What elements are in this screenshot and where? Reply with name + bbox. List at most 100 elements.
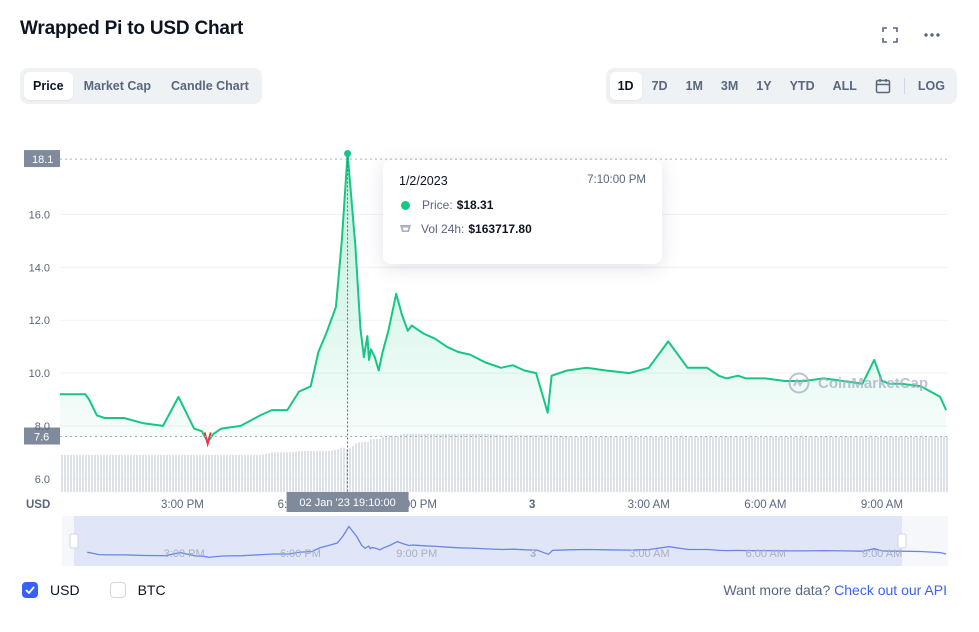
volume-bar [805, 436, 807, 492]
tooltip-vol-value: $163717.80 [468, 222, 532, 236]
volume-bar [934, 436, 936, 492]
volume-bar [544, 435, 546, 492]
volume-bar [244, 455, 246, 492]
volume-bar [340, 447, 342, 492]
volume-bar [343, 447, 345, 492]
volume-bar [895, 436, 897, 492]
volume-bar [151, 455, 153, 492]
tab-price[interactable]: Price [24, 72, 73, 100]
volume-bar [463, 433, 465, 492]
y-tick-label: 10.0 [29, 368, 50, 380]
volume-bar [757, 436, 759, 492]
page-title: Wrapped Pi to USD Chart [20, 18, 244, 39]
y-tick-label: 14.0 [29, 262, 50, 274]
more-icon[interactable] [921, 24, 943, 46]
range-divider [903, 78, 905, 94]
usd-check-box[interactable] [22, 582, 38, 598]
range-all[interactable]: ALL [832, 79, 857, 93]
log-toggle[interactable]: LOG [917, 79, 945, 93]
price-dot-icon [401, 200, 410, 210]
range-3m[interactable]: 3M [720, 79, 739, 93]
volume-bar [865, 436, 867, 492]
volume-bar [403, 433, 405, 492]
volume-bar [442, 433, 444, 492]
volume-bar [535, 435, 537, 492]
range-ytd[interactable]: YTD [789, 79, 815, 93]
bottom-bar: USD BTC Want more data? Check out our AP… [22, 578, 947, 602]
tab-market-cap[interactable]: Market Cap [83, 79, 151, 93]
volume-bar [121, 455, 123, 492]
volume-bar [412, 433, 414, 492]
volume-bar [850, 436, 852, 492]
volume-bar [76, 455, 78, 492]
btc-checkbox[interactable]: BTC [109, 582, 166, 598]
volume-bar [820, 436, 822, 492]
volume-bar [391, 435, 393, 492]
volume-bar [832, 436, 834, 492]
volume-bar [160, 455, 162, 492]
volume-bar [583, 436, 585, 492]
volume-bar [538, 435, 540, 492]
navigator-right-handle [897, 533, 907, 549]
max-price-badge [24, 150, 60, 168]
volume-bar [220, 455, 222, 492]
volume-bar [928, 436, 930, 492]
calendar-icon[interactable] [867, 72, 899, 100]
range-7d[interactable]: 7D [651, 79, 668, 93]
volume-bar [685, 436, 687, 492]
volume-bar [715, 436, 717, 492]
volume-bar [505, 435, 507, 492]
volume-bar [793, 436, 795, 492]
volume-bar [778, 436, 780, 492]
volume-bar [781, 436, 783, 492]
volume-bar [925, 436, 927, 492]
volume-bar [550, 435, 552, 492]
volume-bar [847, 436, 849, 492]
volume-bar [817, 436, 819, 492]
volume-bar [355, 443, 357, 492]
volume-bar [580, 436, 582, 492]
volume-bar [445, 433, 447, 492]
volume-bar [571, 436, 573, 492]
fullscreen-icon[interactable] [879, 24, 901, 46]
volume-bar [460, 433, 462, 492]
volume-bar [595, 436, 597, 492]
volume-bar [907, 436, 909, 492]
volume-bar [634, 436, 636, 492]
volume-bar [91, 455, 93, 492]
volume-bar [235, 455, 237, 492]
volume-bar [277, 452, 279, 492]
volume-bar [304, 451, 306, 492]
volume-bar [124, 455, 126, 492]
volume-bar [913, 436, 915, 492]
volume-bar [382, 436, 384, 492]
volume-bar [796, 436, 798, 492]
volume-bar [154, 455, 156, 492]
volume-bar [880, 436, 882, 492]
volume-bar [901, 436, 903, 492]
range-1y[interactable]: 1Y [756, 79, 772, 93]
volume-bar [193, 455, 195, 492]
range-1d[interactable]: 1D [609, 72, 642, 100]
volume-bar [625, 436, 627, 492]
volume-bar [307, 451, 309, 492]
btc-check-box[interactable] [109, 582, 126, 598]
volume-bar [469, 433, 471, 492]
volume-bar [688, 436, 690, 492]
volume-bar [637, 436, 639, 492]
watermark-text: CoinMarketCap [818, 374, 929, 392]
volume-bar [457, 433, 459, 492]
range-1m[interactable]: 1M [685, 79, 703, 93]
volume-bar [211, 455, 213, 492]
volume-bar [61, 455, 63, 492]
volume-bar [910, 436, 912, 492]
tab-candle-chart[interactable]: Candle Chart [170, 79, 249, 93]
volume-bar [490, 434, 492, 492]
volume-bar [610, 436, 612, 492]
tooltip-date: 1/2/2023 [399, 174, 448, 188]
price-tooltip: 1/2/2023 7:10:00 PM Price: $18.31 Vol 24… [383, 160, 662, 264]
volume-bar [826, 436, 828, 492]
usd-checkbox[interactable]: USD [22, 582, 80, 598]
api-link[interactable]: Check out our API [834, 582, 947, 598]
